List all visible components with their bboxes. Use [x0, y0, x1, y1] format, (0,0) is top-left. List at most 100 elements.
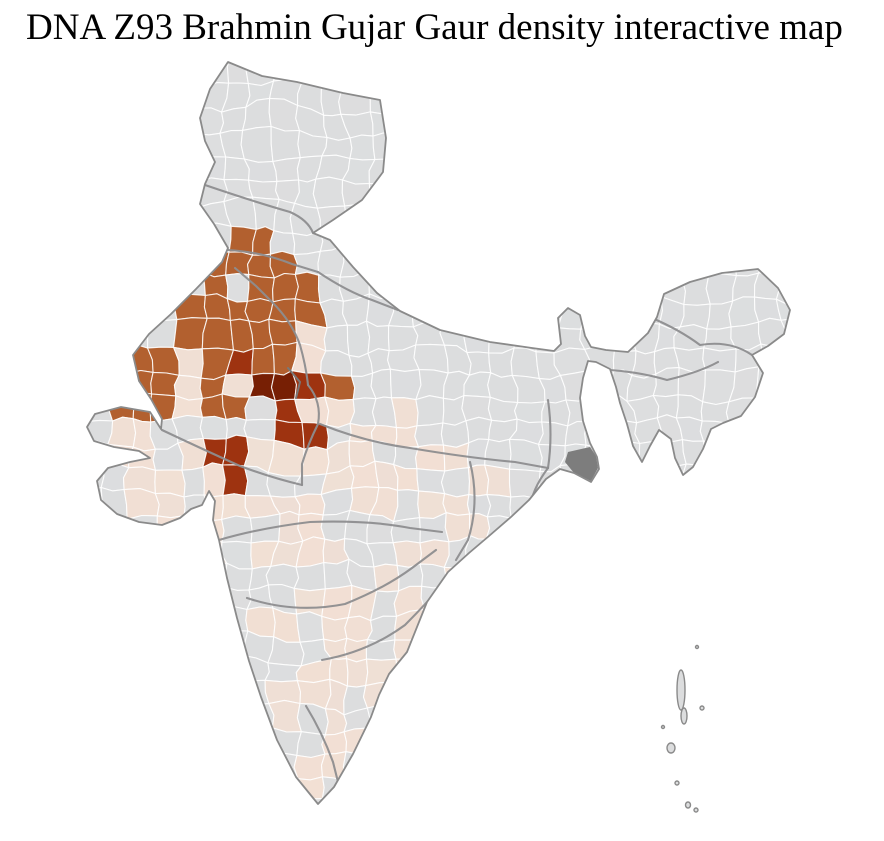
district[interactable]	[630, 250, 662, 277]
district[interactable]	[774, 757, 804, 781]
district[interactable]	[346, 320, 371, 358]
district[interactable]	[632, 538, 663, 565]
district[interactable]	[487, 778, 518, 804]
district[interactable]	[170, 133, 205, 158]
district[interactable]	[799, 392, 829, 421]
district[interactable]	[272, 157, 301, 182]
district[interactable]	[55, 175, 83, 205]
district[interactable]	[56, 202, 86, 230]
district[interactable]	[464, 58, 496, 88]
district[interactable]	[747, 678, 779, 709]
district[interactable]	[560, 224, 587, 257]
district[interactable]	[465, 585, 489, 618]
district[interactable]	[269, 751, 299, 780]
district[interactable]	[108, 321, 135, 348]
district[interactable]	[243, 158, 278, 183]
district[interactable]	[175, 822, 203, 841]
district[interactable]	[98, 250, 130, 282]
district[interactable]	[655, 82, 681, 114]
district[interactable]	[418, 800, 448, 829]
district[interactable]	[396, 781, 426, 804]
district[interactable]	[465, 560, 486, 592]
district[interactable]	[56, 460, 83, 495]
district[interactable]	[774, 60, 806, 85]
district[interactable]	[199, 725, 223, 754]
district[interactable]	[443, 225, 473, 252]
district[interactable]	[243, 795, 279, 826]
district[interactable]	[530, 195, 565, 231]
district[interactable]	[201, 317, 235, 351]
district[interactable]	[102, 515, 133, 543]
district[interactable]	[527, 253, 563, 279]
district[interactable]	[105, 371, 135, 401]
district[interactable]	[757, 560, 784, 590]
district[interactable]	[442, 704, 469, 731]
district[interactable]	[390, 752, 426, 784]
district[interactable]	[585, 155, 614, 182]
district[interactable]	[683, 708, 710, 737]
district[interactable]	[632, 77, 660, 110]
district[interactable]	[102, 656, 136, 688]
district[interactable]	[175, 245, 207, 274]
district[interactable]	[633, 273, 662, 299]
island[interactable]	[660, 724, 666, 730]
district[interactable]	[675, 588, 707, 622]
island[interactable]	[676, 669, 686, 711]
district[interactable]	[730, 757, 757, 787]
district[interactable]	[436, 61, 469, 88]
district[interactable]	[730, 731, 751, 767]
district[interactable]	[708, 513, 739, 545]
district[interactable]	[777, 256, 800, 284]
district[interactable]	[773, 464, 799, 489]
district[interactable]	[442, 493, 471, 516]
district[interactable]	[537, 148, 567, 177]
district[interactable]	[223, 795, 251, 826]
district[interactable]	[652, 182, 679, 212]
district[interactable]	[441, 296, 466, 323]
district[interactable]	[632, 802, 663, 832]
district[interactable]	[579, 609, 609, 641]
district[interactable]	[445, 751, 475, 782]
district[interactable]	[612, 104, 634, 137]
district[interactable]	[466, 351, 492, 376]
district[interactable]	[412, 152, 443, 185]
district[interactable]	[653, 534, 682, 565]
district[interactable]	[681, 463, 712, 493]
district[interactable]	[414, 422, 444, 448]
district[interactable]	[507, 516, 543, 544]
district[interactable]	[806, 824, 830, 841]
district[interactable]	[534, 171, 565, 201]
district[interactable]	[96, 752, 132, 780]
district[interactable]	[312, 176, 346, 209]
district[interactable]	[440, 805, 467, 830]
district[interactable]	[63, 418, 88, 444]
district[interactable]	[677, 827, 708, 841]
district[interactable]	[442, 273, 466, 304]
district[interactable]	[462, 802, 496, 831]
district[interactable]	[58, 327, 84, 355]
district[interactable]	[557, 778, 591, 808]
district[interactable]	[247, 747, 276, 780]
district[interactable]	[320, 372, 356, 401]
district[interactable]	[467, 779, 492, 806]
district[interactable]	[104, 590, 134, 615]
district[interactable]	[130, 609, 155, 641]
district[interactable]	[74, 107, 106, 135]
island[interactable]	[694, 644, 700, 650]
district[interactable]	[392, 680, 420, 709]
district[interactable]	[58, 610, 84, 635]
district[interactable]	[203, 293, 231, 322]
district[interactable]	[773, 200, 805, 232]
district[interactable]	[81, 225, 112, 253]
district[interactable]	[447, 607, 469, 644]
district[interactable]	[511, 730, 543, 761]
district[interactable]	[393, 108, 413, 136]
district[interactable]	[461, 395, 493, 422]
district[interactable]	[103, 225, 133, 257]
district[interactable]	[562, 107, 592, 133]
district[interactable]	[443, 728, 472, 756]
district[interactable]	[416, 468, 446, 495]
district[interactable]	[630, 128, 657, 157]
district[interactable]	[610, 77, 635, 109]
district[interactable]	[222, 434, 250, 467]
